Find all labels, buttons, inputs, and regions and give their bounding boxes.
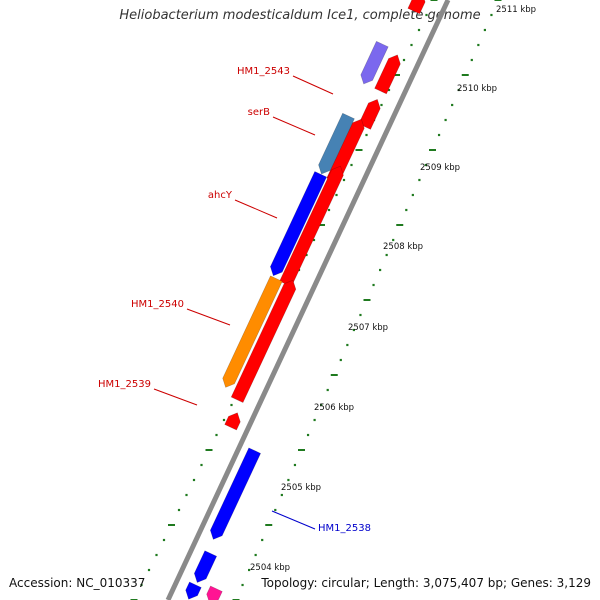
gene-label: HM1_2539 — [98, 379, 151, 390]
gene-arrow-blue — [185, 581, 202, 600]
map-title: Heliobacterium modesticaldum Ice1, compl… — [119, 8, 481, 23]
gene-arrow-red — [374, 54, 401, 95]
leader-line — [272, 116, 316, 136]
scale-label: 2508 kbp — [383, 242, 423, 252]
gene-arrow-pink — [206, 585, 223, 600]
gene-label: HM1_2543 — [237, 66, 290, 77]
scale-label: 2509 kbp — [420, 163, 460, 173]
leader-line — [271, 510, 316, 530]
gene-arrow-red — [230, 279, 297, 403]
accession-label: Accession: NC_010337 — [9, 576, 146, 590]
genome-backbone — [165, 0, 451, 600]
gene-labels: HM1_2543 serB ahcY HM1_2540 HM1_2539 HM1_2538 — [98, 66, 371, 534]
scale-label: 2504 kbp — [250, 563, 290, 573]
leader-line — [153, 388, 198, 406]
leader-line — [292, 75, 334, 95]
gene-arrow-red — [224, 412, 241, 431]
leader-line — [234, 199, 278, 219]
scale-label: 2507 kbp — [348, 323, 388, 333]
gene-label: HM1_2540 — [131, 299, 184, 310]
outer-ticks — [232, 0, 502, 600]
scale-label: 2510 kbp — [457, 84, 497, 94]
gene-label: HM1_2538 — [318, 523, 371, 534]
gene-arrow-blue — [210, 447, 262, 540]
gene-arrow-blue — [193, 550, 218, 583]
gene-arrow-blue — [270, 171, 327, 277]
scale-label: 2511 kbp — [496, 5, 536, 15]
scale-label: 2505 kbp — [281, 483, 321, 493]
gene-label: serB — [248, 107, 270, 118]
gene-arrow-steelblue — [318, 112, 355, 175]
topology-label: Topology: circular; Length: 3,075,407 bp… — [261, 576, 591, 590]
scale-labels: 2504 kbp 2505 kbp 2506 kbp 2507 kbp 2508 kbp… — [250, 5, 536, 573]
gene-features — [185, 0, 426, 600]
leader-line — [186, 308, 231, 326]
gene-label: ahcY — [208, 190, 233, 201]
gene-arrow-red — [407, 0, 426, 15]
gene-arrow-purple — [360, 40, 389, 85]
scale-label: 2506 kbp — [314, 403, 354, 413]
gene-arrow-orange — [222, 275, 283, 388]
